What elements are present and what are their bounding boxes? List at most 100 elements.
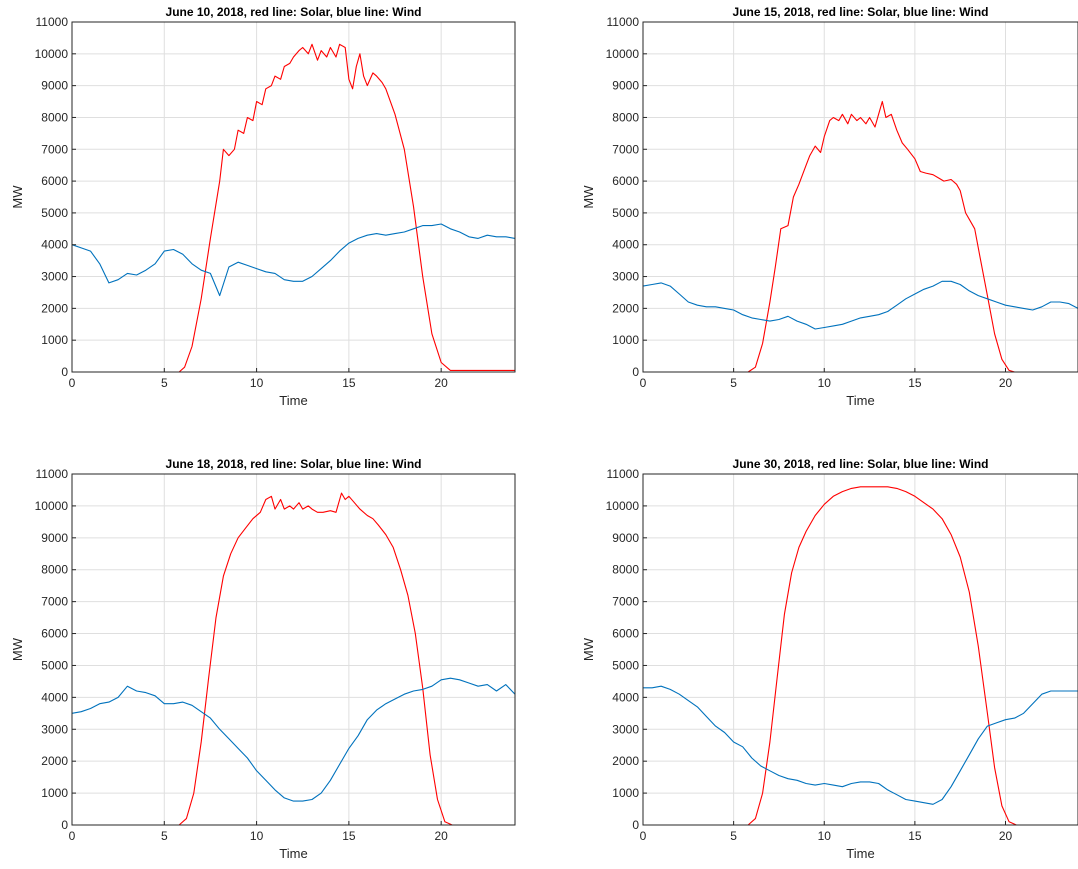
plot-area [72,474,515,825]
solar-series-line [72,43,515,373]
solar-series-line [643,100,1078,373]
solar-series-line [643,486,1078,826]
x-tick-label: 10 [250,376,264,390]
y-tick-label: 7000 [41,595,68,609]
chart-panel-june-15: 0 5 10 15 20 0 1000 2000 3000 4000 5000 6000 7000 800… [581,5,1078,408]
x-tick-label: 5 [161,829,168,843]
x-tick-label: 0 [640,376,647,390]
y-tick-label: 11000 [36,467,69,481]
wind-series-line [71,223,516,297]
y-tick-label: 1000 [612,786,639,800]
y-tick-label: 11000 [607,15,640,29]
y-tick-label: 5000 [612,658,639,672]
chart-panel-june-10: 0 5 10 15 20 0 1000 2000 3000 4000 5000 6000 7000 800… [10,5,516,408]
y-tick-label: 4000 [612,690,639,704]
chart-title: June 10, 2018, red line: Solar, blue lin… [166,5,422,19]
chart-title: June 30, 2018, red line: Solar, blue lin… [733,457,989,471]
y-tick-label: 1000 [612,333,639,347]
y-tick-label: 1000 [41,333,68,347]
y-axis-label: MW [10,185,25,209]
y-tick-label: 3000 [612,270,639,284]
x-tick-label: 15 [908,376,922,390]
y-tick-label: 9000 [41,531,68,545]
axes-frame [71,21,516,373]
y-tick-label: 8000 [41,110,68,124]
y-tick-label: 2000 [41,301,68,315]
x-tick-label: 5 [730,829,737,843]
x-tick-label: 10 [818,829,832,843]
y-tick-label: 9000 [612,79,639,93]
y-tick-label: 7000 [612,595,639,609]
y-tick-label: 0 [61,365,68,379]
y-tick-label: 1000 [41,786,68,800]
x-tick-label: 10 [250,829,264,843]
y-tick-label: 3000 [612,722,639,736]
x-tick-label: 0 [640,829,647,843]
y-tick-label: 9000 [41,79,68,93]
y-tick-label: 4000 [41,690,68,704]
x-axis-label: Time [846,393,874,408]
chart-panel-june-30: 0 5 10 15 20 0 1000 2000 3000 4000 5000 6000 7000 800… [581,457,1078,861]
y-tick-label: 4000 [41,238,68,252]
x-tick-label: 15 [342,376,356,390]
wind-series-line [71,677,516,802]
y-axis-label: MW [10,637,25,661]
solar-series-line [72,492,515,826]
chart-title: June 15, 2018, red line: Solar, blue lin… [733,5,989,19]
x-axis-label: Time [846,846,874,861]
y-tick-label: 0 [632,818,639,832]
y-tick-label: 6000 [612,627,639,641]
y-tick-label: 8000 [612,110,639,124]
x-axis-label: Time [279,846,307,861]
y-tick-label: 5000 [612,206,639,220]
y-tick-label: 7000 [41,142,68,156]
y-axis-label: MW [581,637,596,661]
axes-frame [642,473,1078,826]
wind-series-line [642,280,1078,330]
y-tick-label: 7000 [612,142,639,156]
y-tick-label: 5000 [41,658,68,672]
x-tick-label: 5 [161,376,168,390]
y-tick-label: 2000 [612,754,639,768]
y-tick-label: 10000 [35,47,69,61]
y-tick-label: 10000 [606,499,640,513]
axes-frame [71,473,516,826]
x-tick-label: 20 [434,829,448,843]
y-tick-label: 3000 [41,270,68,284]
y-tick-label: 0 [61,818,68,832]
y-tick-label: 11000 [607,467,640,481]
axes-frame [642,21,1078,373]
x-tick-label: 15 [908,829,922,843]
y-tick-label: 4000 [612,238,639,252]
x-tick-label: 10 [818,376,832,390]
chart-panel-june-18: 0 5 10 15 20 0 1000 2000 3000 4000 5000 6000 7000 800… [10,457,516,861]
x-tick-label: 20 [999,829,1013,843]
chart-title: June 18, 2018, red line: Solar, blue lin… [166,457,422,471]
y-tick-label: 9000 [612,531,639,545]
x-tick-label: 5 [730,376,737,390]
y-tick-label: 6000 [41,627,68,641]
plot-area [72,22,515,372]
y-tick-label: 11000 [36,15,69,29]
wind-series-line [643,685,1078,805]
y-tick-label: 8000 [612,563,639,577]
y-tick-label: 3000 [41,722,68,736]
y-tick-label: 6000 [41,174,68,188]
x-axis-label: Time [279,393,307,408]
y-tick-label: 0 [632,365,639,379]
y-tick-label: 6000 [612,174,639,188]
x-tick-label: 15 [342,829,356,843]
y-tick-label: 10000 [35,499,69,513]
y-tick-label: 8000 [41,563,68,577]
x-tick-label: 0 [69,376,76,390]
y-tick-label: 10000 [606,47,640,61]
x-tick-label: 0 [69,829,76,843]
y-axis-label: MW [581,185,596,209]
x-tick-label: 20 [434,376,448,390]
y-tick-label: 2000 [41,754,68,768]
y-tick-label: 5000 [41,206,68,220]
x-tick-label: 20 [999,376,1013,390]
plot-area [643,22,1078,372]
y-tick-label: 2000 [612,301,639,315]
